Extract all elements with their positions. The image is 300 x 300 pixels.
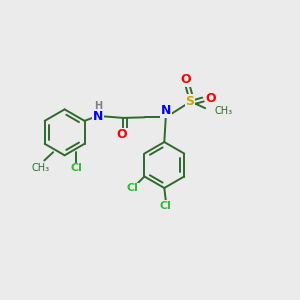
- Text: O: O: [205, 92, 216, 105]
- Text: S: S: [185, 94, 194, 108]
- Text: Cl: Cl: [70, 164, 82, 173]
- Text: Cl: Cl: [160, 201, 172, 211]
- Text: CH₃: CH₃: [214, 106, 232, 116]
- Text: N: N: [160, 104, 171, 117]
- Text: N: N: [93, 110, 103, 123]
- Text: O: O: [180, 74, 191, 86]
- Text: CH₃: CH₃: [32, 164, 50, 173]
- Text: O: O: [117, 128, 127, 142]
- Text: Cl: Cl: [126, 183, 138, 193]
- Text: H: H: [94, 101, 102, 111]
